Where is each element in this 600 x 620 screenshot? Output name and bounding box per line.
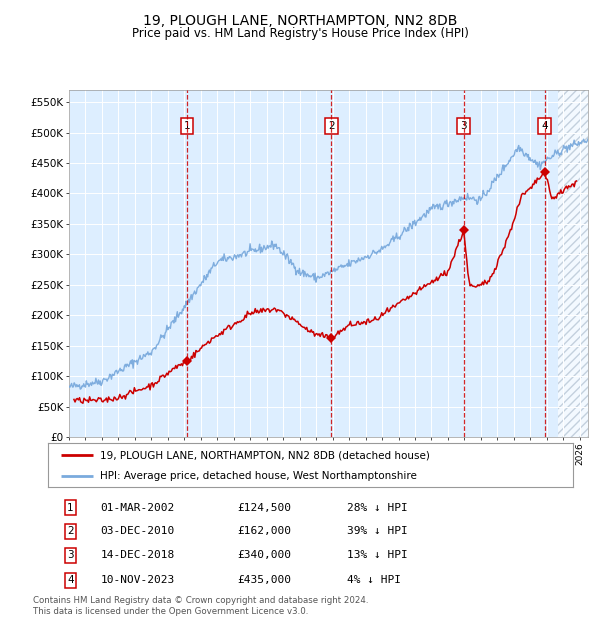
Text: 4: 4 <box>541 122 548 131</box>
Text: £162,000: £162,000 <box>237 526 291 536</box>
Text: £124,500: £124,500 <box>237 502 291 513</box>
Text: HPI: Average price, detached house, West Northamptonshire: HPI: Average price, detached house, West… <box>101 471 418 481</box>
Text: 01-MAR-2002: 01-MAR-2002 <box>101 502 175 513</box>
Text: 13% ↓ HPI: 13% ↓ HPI <box>347 551 408 560</box>
Text: 3: 3 <box>460 122 467 131</box>
Text: 10-NOV-2023: 10-NOV-2023 <box>101 575 175 585</box>
Text: £435,000: £435,000 <box>237 575 291 585</box>
Text: 14-DEC-2018: 14-DEC-2018 <box>101 551 175 560</box>
Text: 1: 1 <box>184 122 190 131</box>
Text: £340,000: £340,000 <box>237 551 291 560</box>
Text: 2: 2 <box>67 526 74 536</box>
Text: 39% ↓ HPI: 39% ↓ HPI <box>347 526 408 536</box>
Text: 19, PLOUGH LANE, NORTHAMPTON, NN2 8DB: 19, PLOUGH LANE, NORTHAMPTON, NN2 8DB <box>143 14 457 28</box>
Text: 03-DEC-2010: 03-DEC-2010 <box>101 526 175 536</box>
Text: 4% ↓ HPI: 4% ↓ HPI <box>347 575 401 585</box>
Text: Contains HM Land Registry data © Crown copyright and database right 2024.
This d: Contains HM Land Registry data © Crown c… <box>33 596 368 616</box>
Text: 28% ↓ HPI: 28% ↓ HPI <box>347 502 408 513</box>
Text: 3: 3 <box>67 551 74 560</box>
Text: 4: 4 <box>67 575 74 585</box>
Text: 19, PLOUGH LANE, NORTHAMPTON, NN2 8DB (detached house): 19, PLOUGH LANE, NORTHAMPTON, NN2 8DB (d… <box>101 451 430 461</box>
Text: 1: 1 <box>67 502 74 513</box>
Text: 2: 2 <box>328 122 335 131</box>
Text: Price paid vs. HM Land Registry's House Price Index (HPI): Price paid vs. HM Land Registry's House … <box>131 27 469 40</box>
